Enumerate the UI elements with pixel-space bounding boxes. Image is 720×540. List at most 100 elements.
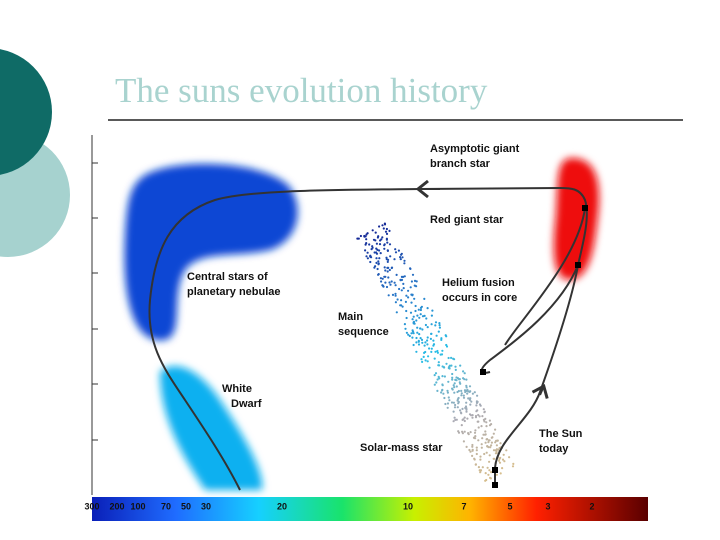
label: sequence [338, 326, 389, 338]
dot [400, 253, 403, 256]
dot [434, 324, 437, 327]
dot [481, 415, 484, 418]
dot [407, 296, 410, 299]
dot [381, 224, 384, 227]
dot [414, 309, 417, 313]
label: Helium fusion [442, 277, 515, 289]
dot [452, 384, 455, 387]
temperature-tick: 3 [545, 501, 550, 511]
temperature-tick: 300 [84, 501, 99, 511]
dot [416, 331, 419, 334]
dot [465, 408, 468, 411]
dot [366, 251, 369, 254]
label: Dwarf [231, 398, 262, 410]
dot [401, 305, 404, 308]
dot [374, 265, 377, 268]
dot [405, 331, 408, 334]
dot [423, 344, 426, 347]
dot [425, 317, 428, 320]
dot [382, 227, 385, 230]
dot [390, 280, 393, 283]
dot [480, 446, 483, 449]
label: today [539, 443, 569, 455]
dot [478, 415, 481, 418]
dot [426, 336, 429, 339]
dot [470, 414, 473, 417]
dot [435, 381, 438, 384]
dot [494, 428, 497, 431]
dot [465, 401, 468, 404]
dot [495, 451, 498, 455]
dot [459, 409, 462, 412]
dot [468, 385, 472, 388]
dot [467, 432, 470, 435]
dot [394, 248, 397, 251]
dot [439, 353, 442, 356]
markers [480, 205, 588, 488]
dot [384, 230, 388, 233]
dot [365, 255, 368, 258]
dot [388, 229, 391, 232]
dot [463, 389, 467, 392]
dot [463, 419, 466, 423]
dot [424, 359, 427, 362]
dot [443, 375, 446, 378]
dot [478, 403, 482, 406]
dot [411, 336, 414, 339]
dot [463, 416, 466, 419]
dot [404, 300, 407, 303]
dot [488, 469, 491, 472]
dot [381, 277, 384, 280]
dot [375, 261, 378, 264]
dot [431, 309, 434, 312]
dot [411, 329, 414, 332]
dot [460, 392, 463, 395]
dot [469, 450, 472, 453]
dot [471, 443, 474, 447]
dot [452, 357, 455, 360]
dot [393, 281, 396, 284]
dot [383, 266, 386, 269]
dot [488, 419, 491, 422]
dot [471, 392, 474, 395]
dot [438, 326, 441, 329]
dot [461, 432, 464, 435]
dot [386, 260, 389, 263]
dot [437, 375, 440, 378]
dot [447, 396, 450, 399]
dot [388, 281, 391, 284]
dot [445, 362, 448, 365]
dot [466, 392, 469, 395]
dot [454, 368, 457, 371]
dot [458, 378, 461, 381]
dot [443, 396, 446, 400]
dot [452, 410, 455, 413]
dot [416, 314, 419, 317]
dot [437, 330, 440, 333]
dot [396, 298, 399, 301]
dot [475, 452, 478, 456]
dot [475, 404, 478, 407]
dot [488, 454, 491, 457]
dot [416, 326, 419, 329]
dot [400, 304, 403, 307]
dot [407, 289, 410, 292]
label: Red giant star [430, 214, 504, 226]
label: planetary nebulae [187, 286, 281, 298]
dot [384, 281, 387, 284]
dot [460, 389, 463, 392]
dot [457, 430, 460, 433]
dot [476, 420, 479, 423]
dot [495, 444, 498, 447]
dot [474, 463, 477, 466]
dot [417, 343, 421, 346]
dot [465, 386, 468, 389]
red-region [553, 158, 600, 280]
dot [471, 448, 474, 451]
dot [484, 479, 487, 482]
dot [474, 416, 478, 419]
dot [378, 249, 381, 252]
dot [412, 315, 415, 318]
dot [435, 334, 438, 337]
dot [484, 433, 487, 436]
